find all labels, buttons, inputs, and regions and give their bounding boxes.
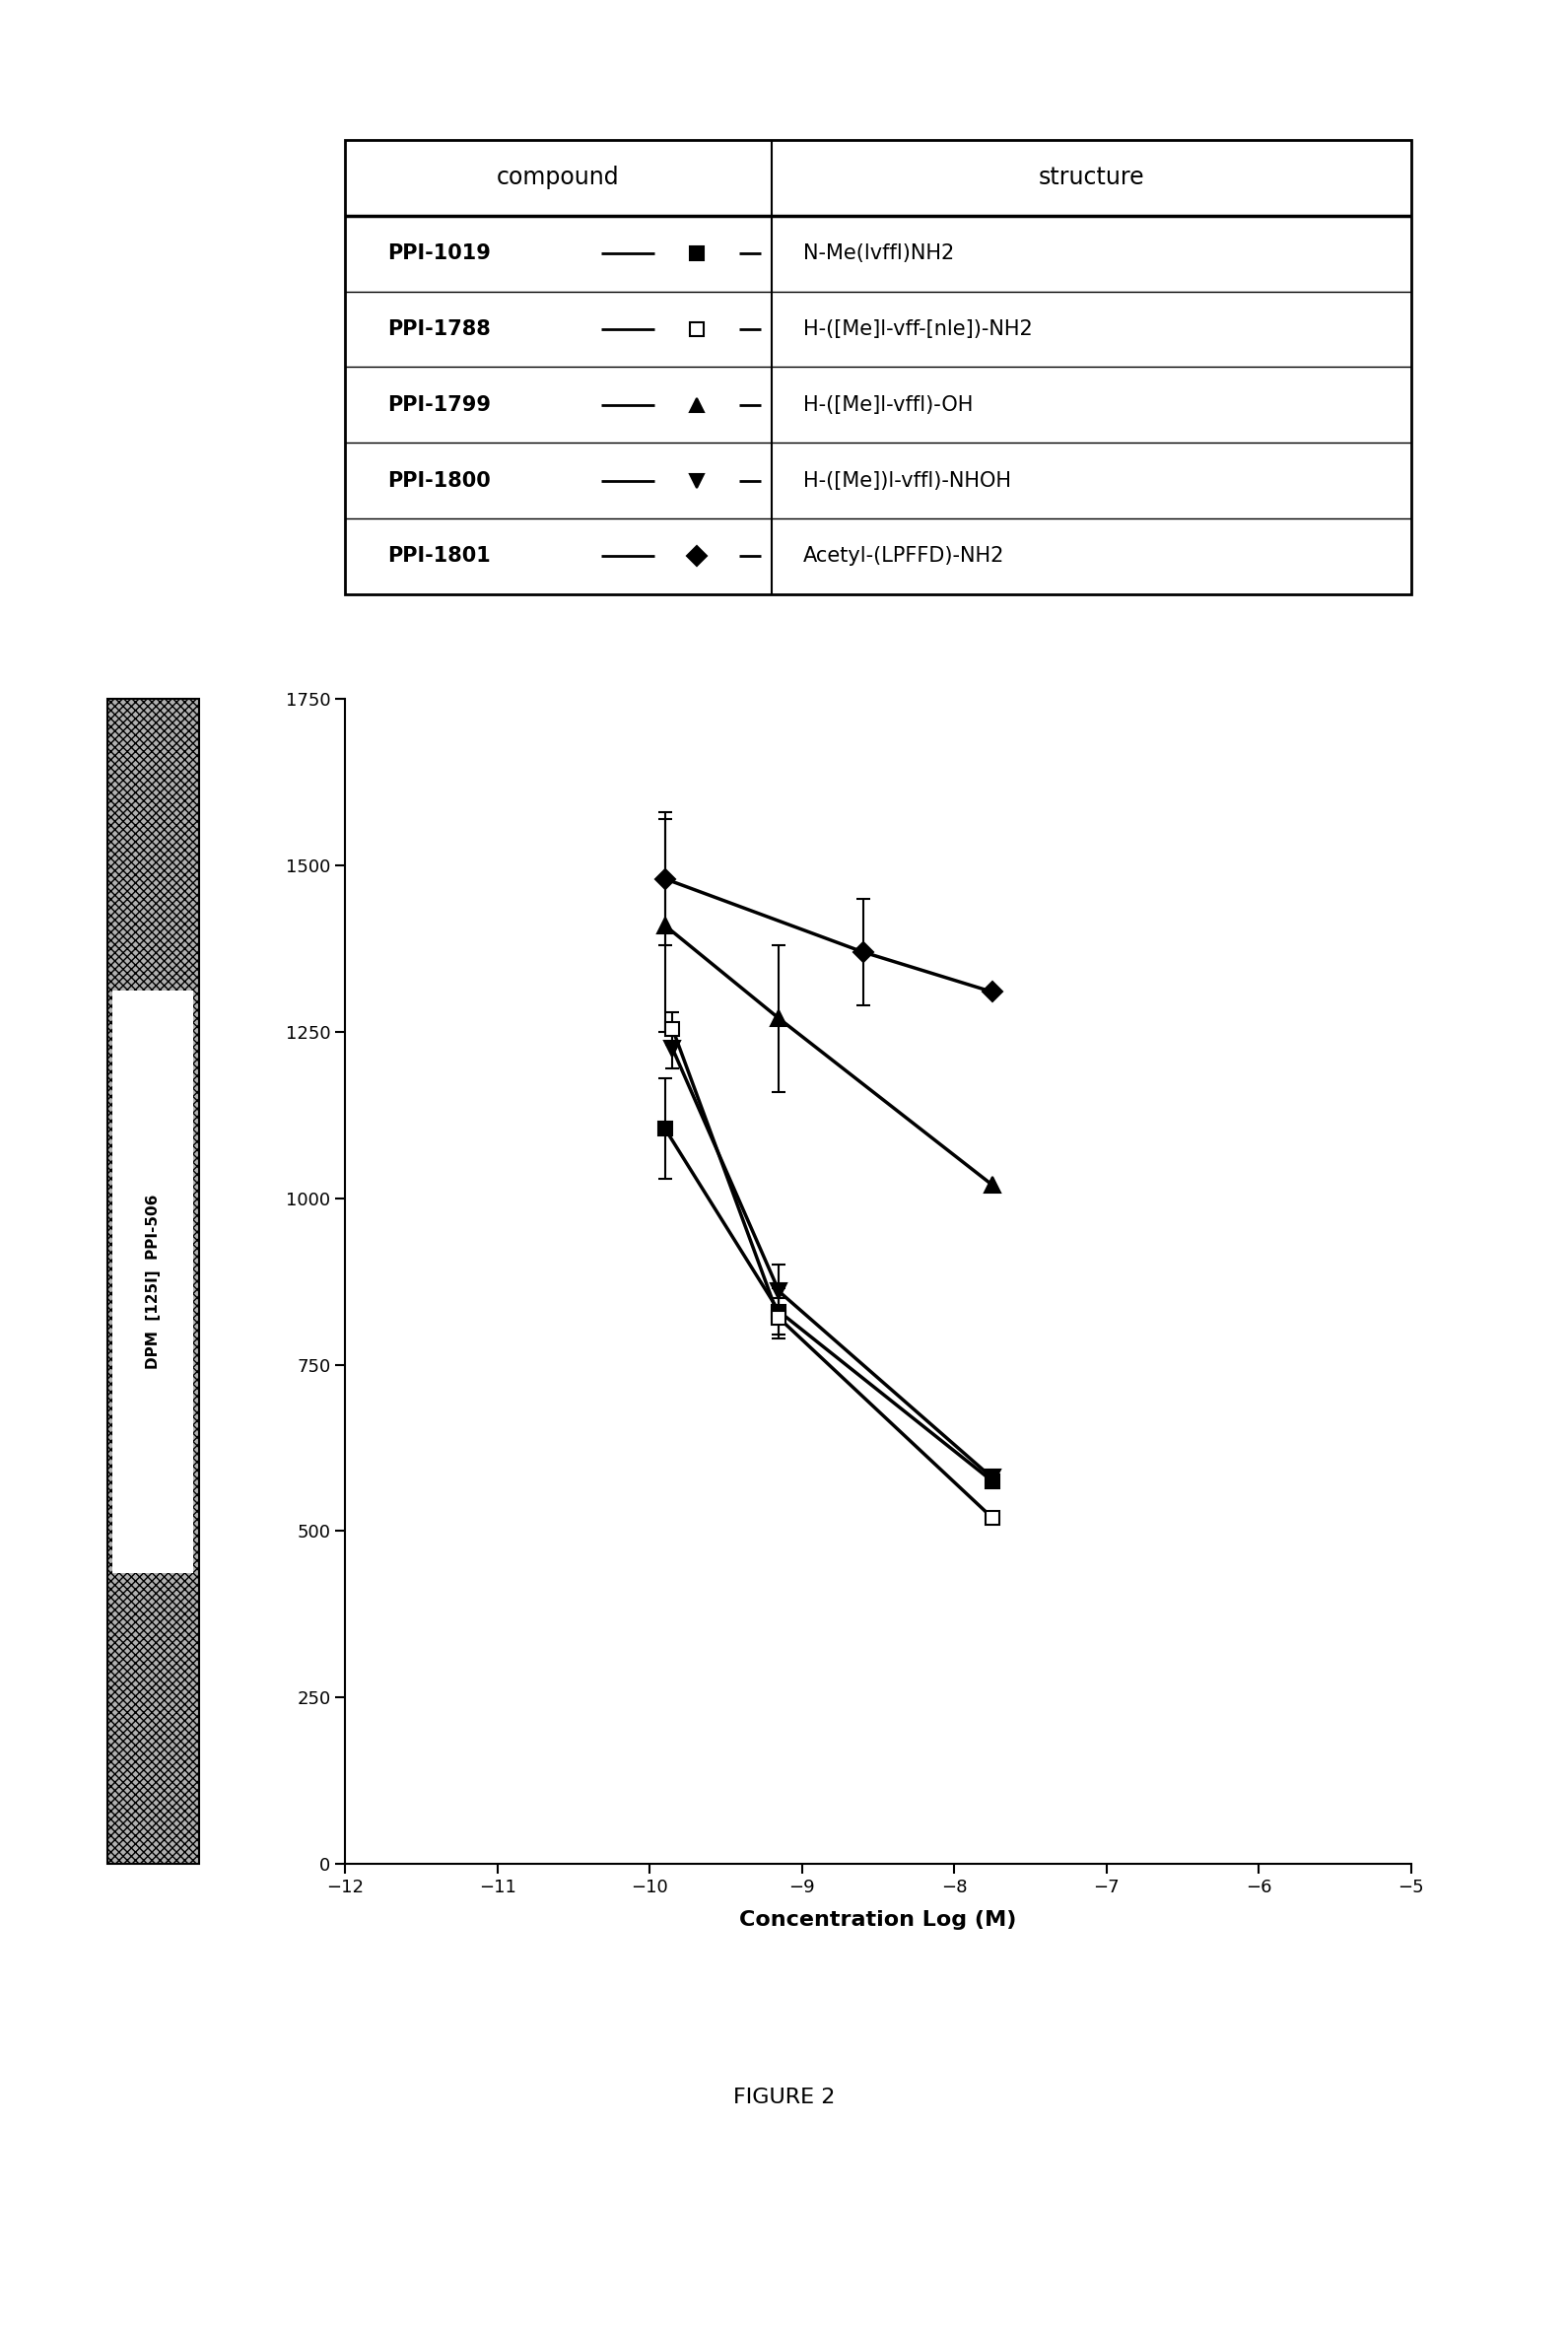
Text: H-([Me]l-vff-[nle])-NH2: H-([Me]l-vff-[nle])-NH2 <box>803 319 1033 338</box>
Text: PPI-1788: PPI-1788 <box>387 319 491 338</box>
Text: PPI-1800: PPI-1800 <box>387 471 491 489</box>
Text: PPI-1799: PPI-1799 <box>387 396 491 415</box>
Text: DPM  [125I]  PPI-506: DPM [125I] PPI-506 <box>146 1193 160 1370</box>
Text: FIGURE 2: FIGURE 2 <box>734 2088 834 2106</box>
Text: N-Me(lvffl)NH2: N-Me(lvffl)NH2 <box>803 245 955 263</box>
X-axis label: Concentration Log (M): Concentration Log (M) <box>740 1911 1016 1929</box>
Bar <box>113 990 194 1573</box>
Text: H-([Me])l-vffl)-NHOH: H-([Me])l-vffl)-NHOH <box>803 471 1011 489</box>
Text: compound: compound <box>497 165 619 189</box>
Text: PPI-1019: PPI-1019 <box>387 245 491 263</box>
Text: H-([Me]l-vffl)-OH: H-([Me]l-vffl)-OH <box>803 396 974 415</box>
Text: PPI-1801: PPI-1801 <box>387 548 491 566</box>
Text: Acetyl-(LPFFD)-NH2: Acetyl-(LPFFD)-NH2 <box>803 548 1005 566</box>
Text: structure: structure <box>1038 165 1145 189</box>
